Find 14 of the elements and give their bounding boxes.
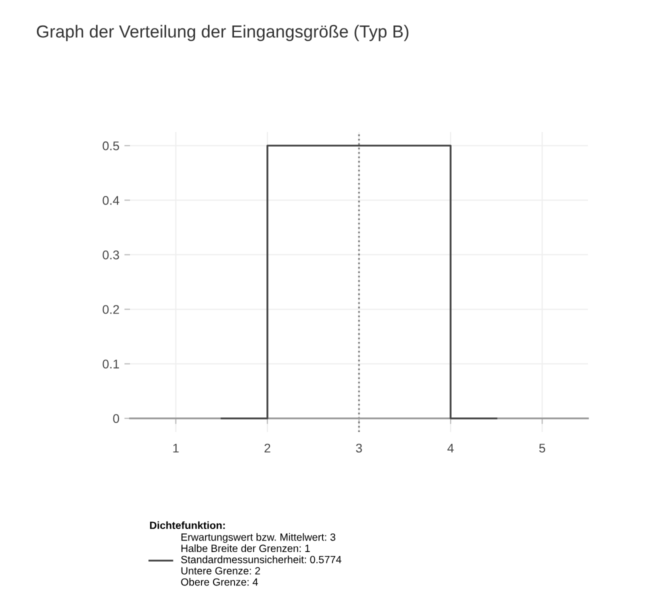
y-tick-label: 0.3 bbox=[102, 250, 120, 260]
x-tick-label: 5 bbox=[539, 444, 546, 453]
x-tick-label: 2 bbox=[264, 444, 270, 452]
x-tick-label: 1 bbox=[173, 444, 179, 452]
legend-label: Erwartungswert bzw. Mittelwert: 3 Halbe Breite der Grenzen: 1 Standardmessunsicherheit: 0.5774 Untere Grenze: 2 Obere Grenze: 4 bbox=[181, 533, 342, 586]
y-tick-label: 0.2 bbox=[102, 305, 119, 314]
y-tick-label: 0.1 bbox=[102, 360, 119, 368]
x-tick-label: 3 bbox=[356, 444, 362, 453]
x-tick-label: 4 bbox=[447, 444, 454, 452]
legend-title: Dichtefunktion: bbox=[150, 521, 225, 530]
y-tick-label: 0.5 bbox=[102, 141, 120, 150]
y-tick-label: 0 bbox=[113, 414, 120, 424]
y-tick-label: 0.4 bbox=[102, 196, 120, 205]
chart-title: Graph der Verteilung der Eingangsgröße (Typ B) bbox=[36, 24, 408, 42]
